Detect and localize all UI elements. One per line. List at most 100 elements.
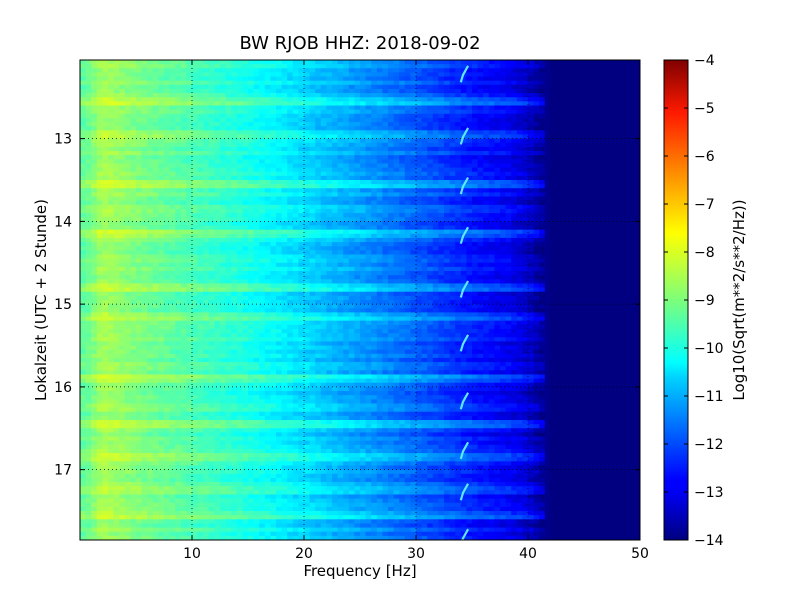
heatmap-cell (522, 93, 529, 98)
heatmap-cell (102, 208, 109, 214)
heatmap-cell (287, 246, 294, 251)
heatmap-cell (522, 76, 529, 82)
heatmap-cell (192, 171, 199, 177)
heatmap-cell (309, 122, 316, 127)
heatmap-cell (119, 171, 126, 177)
heatmap-cell (522, 233, 529, 239)
heatmap-cell (214, 113, 221, 119)
heatmap-cell (281, 217, 288, 222)
heatmap-cell (410, 180, 417, 185)
heatmap-cell (449, 175, 456, 181)
heatmap-cell (600, 242, 607, 247)
heatmap-cell (85, 221, 92, 227)
heatmap-cell (96, 142, 103, 148)
heatmap-cell (371, 151, 378, 156)
heatmap-cell (164, 138, 171, 144)
heatmap-cell (197, 142, 204, 148)
heatmap-cell (91, 246, 98, 251)
heatmap-cell (136, 68, 143, 74)
heatmap-cell (416, 130, 423, 136)
heatmap-cell (208, 105, 215, 111)
heatmap-cell (589, 196, 596, 202)
heatmap-cell (516, 105, 523, 111)
heatmap-cell (477, 72, 484, 78)
heatmap-cell (460, 76, 467, 82)
heatmap-cell (287, 68, 294, 74)
heatmap-cell (225, 184, 232, 189)
heatmap-cell (572, 200, 579, 206)
heatmap-cell (253, 208, 260, 214)
heatmap-cell (80, 196, 87, 202)
heatmap-cell (544, 262, 551, 268)
heatmap-cell (236, 138, 243, 144)
heatmap-cell (623, 175, 630, 181)
heatmap-cell (270, 171, 277, 177)
heatmap-cell (220, 138, 227, 144)
heatmap-cell (309, 146, 316, 152)
heatmap-cell (242, 64, 249, 69)
heatmap-cell (595, 117, 602, 123)
heatmap-cell (91, 167, 98, 173)
heatmap-cell (416, 180, 423, 185)
heatmap-cell (376, 117, 383, 123)
heatmap-cell (169, 258, 176, 264)
heatmap-cell (595, 130, 602, 136)
heatmap-cell (606, 184, 613, 189)
heatmap-cell (505, 262, 512, 268)
heatmap-cell (617, 167, 624, 173)
heatmap-cell (203, 142, 210, 148)
heatmap-cell (567, 122, 574, 127)
heatmap-cell (332, 97, 339, 102)
heatmap-cell (175, 68, 182, 74)
heatmap-cell (141, 134, 148, 140)
heatmap-cell (634, 117, 640, 123)
heatmap-cell (360, 258, 367, 264)
heatmap-cell (432, 163, 439, 169)
heatmap-cell (164, 151, 171, 156)
heatmap-cell (136, 258, 143, 264)
heatmap-cell (432, 130, 439, 136)
heatmap-cell (186, 175, 193, 181)
heatmap-cell (231, 88, 238, 94)
heatmap-cell (539, 229, 546, 235)
heatmap-cell (326, 117, 333, 123)
heatmap-cell (354, 180, 361, 185)
heatmap-cell (315, 117, 322, 123)
heatmap-cell (449, 167, 456, 173)
heatmap-cell (533, 229, 540, 235)
heatmap-cell (276, 122, 283, 127)
heatmap-cell (220, 122, 227, 127)
heatmap-cell (136, 138, 143, 144)
heatmap-cell (136, 109, 143, 115)
heatmap-cell (472, 76, 479, 82)
heatmap-cell (404, 64, 411, 69)
heatmap-cell (556, 146, 563, 152)
heatmap-cell (85, 233, 92, 239)
heatmap-cell (556, 200, 563, 206)
heatmap-cell (197, 126, 204, 131)
heatmap-cell (264, 229, 271, 235)
heatmap-cell (309, 258, 316, 264)
heatmap-cell (376, 171, 383, 177)
heatmap-cell (85, 122, 92, 127)
heatmap-cell (500, 167, 507, 173)
heatmap-cell (550, 163, 557, 169)
heatmap-cell (477, 242, 484, 247)
heatmap-cell (522, 192, 529, 198)
heatmap-cell (113, 254, 120, 260)
heatmap-cell (108, 64, 115, 69)
heatmap-cell (466, 196, 473, 202)
heatmap-cell (80, 126, 87, 131)
heatmap-cell (393, 93, 400, 98)
heatmap-cell (158, 76, 165, 82)
heatmap-cell (511, 138, 518, 144)
heatmap-cell (444, 184, 451, 189)
heatmap-cell (136, 262, 143, 268)
heatmap-cell (567, 72, 574, 78)
heatmap-cell (483, 93, 490, 98)
heatmap-cell (85, 151, 92, 156)
heatmap-cell (242, 246, 249, 251)
heatmap-cell (304, 233, 311, 239)
heatmap-cell (253, 250, 260, 256)
heatmap-cell (281, 113, 288, 119)
